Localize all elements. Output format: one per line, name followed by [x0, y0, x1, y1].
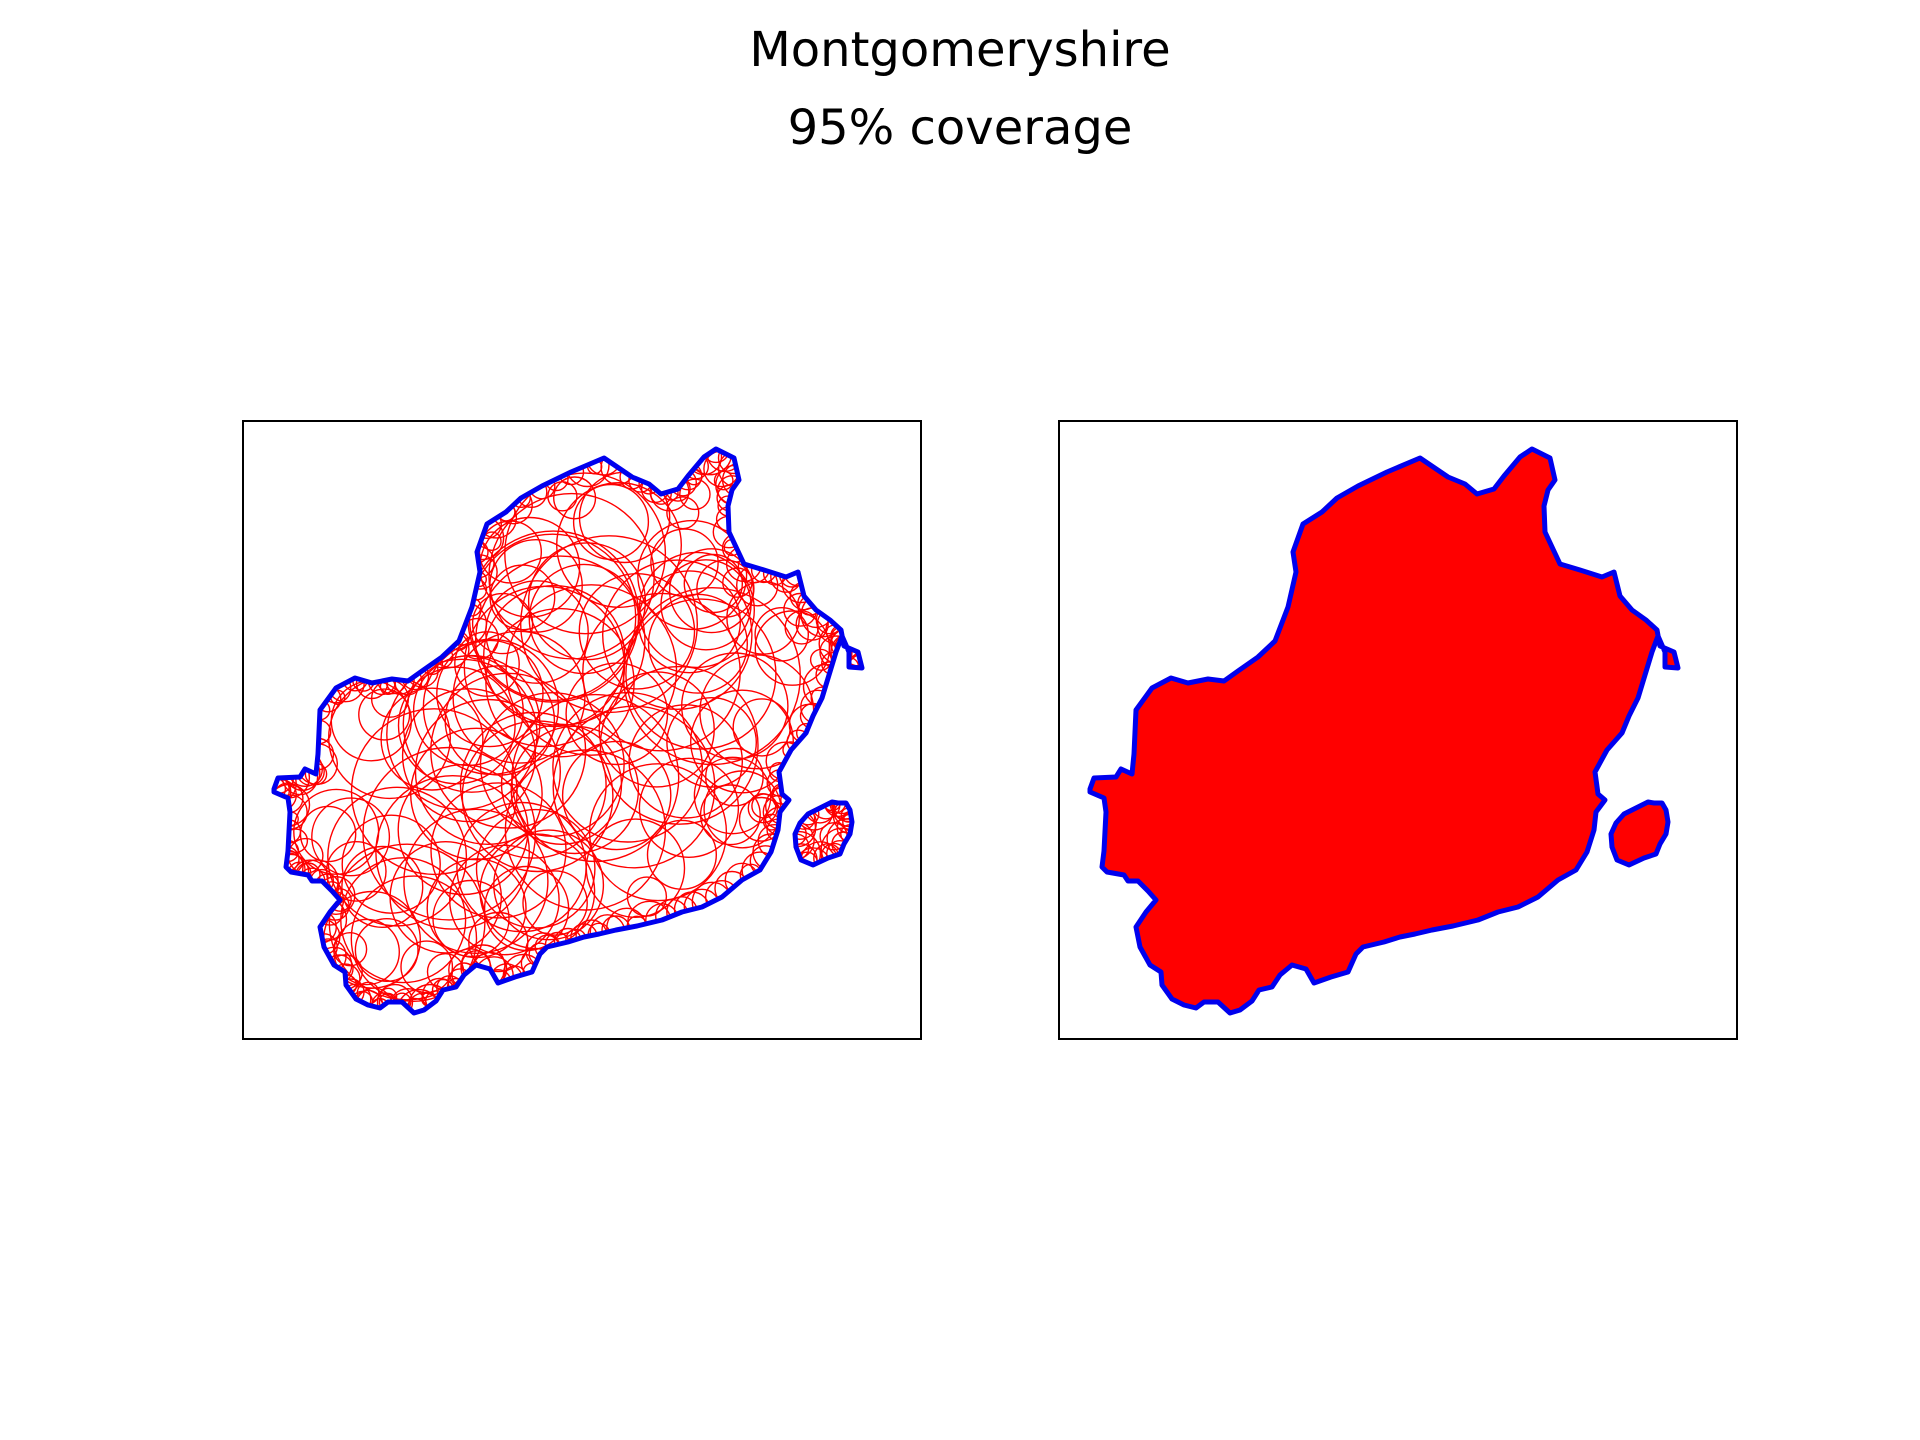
- coverage-circle: [522, 870, 588, 936]
- filled-panel: [1058, 420, 1738, 1040]
- coverage-circle: [561, 740, 672, 851]
- coverage-circle: [311, 797, 391, 877]
- coverage-circle: [376, 983, 414, 1013]
- coverage-circle: [625, 598, 777, 750]
- coverage-circle: [504, 749, 667, 911]
- figure-title: Montgomeryshire: [749, 22, 1171, 78]
- coverage-circle: [401, 688, 537, 823]
- coverage-circle: [461, 720, 614, 873]
- coverage-circle: [732, 698, 791, 757]
- coverage-circle: [386, 658, 538, 811]
- coverage-circle: [489, 538, 583, 633]
- coverage-circle: [628, 704, 744, 819]
- coverage-circle: [422, 638, 560, 775]
- coverage-circle: [578, 573, 696, 690]
- coverage-circle: [553, 476, 597, 520]
- coverage-circle: [754, 606, 810, 662]
- coverage-circle: [414, 698, 562, 846]
- coverage-circle: [398, 997, 430, 1013]
- coverage-circle: [582, 592, 741, 752]
- coverage-circle: [430, 782, 567, 919]
- coverage-circle: [341, 845, 424, 929]
- circles-panel: [242, 420, 922, 1040]
- circles-map: [271, 446, 865, 1016]
- coverage-circle: [452, 630, 586, 764]
- coverage-circle: [650, 528, 719, 597]
- coverage-circle: [690, 689, 795, 794]
- coverage-circle: [646, 819, 718, 890]
- coverage-circle: [350, 875, 478, 1003]
- coverage-circle: [483, 584, 626, 728]
- coverage-circle: [293, 788, 380, 875]
- coverage-circle: [588, 763, 728, 902]
- coverage-circle: [754, 610, 831, 686]
- coverage-circle: [426, 858, 527, 959]
- coverage-circle: [699, 784, 761, 846]
- coverage-circle: [485, 580, 589, 684]
- coverage-circle: [354, 918, 419, 983]
- coverage-circle: [485, 607, 635, 758]
- coverage-circle: [504, 472, 667, 635]
- coverage-circle: [456, 801, 587, 933]
- coverage-circle: [358, 688, 411, 741]
- filled-map: [1087, 446, 1681, 1016]
- coverage-circle: [552, 705, 716, 869]
- coverage-circle: [693, 756, 772, 835]
- coverage-circle: [572, 483, 650, 561]
- coverage-circle: [520, 535, 699, 714]
- coverage-circle: [666, 696, 757, 788]
- coverage-circle: [432, 879, 510, 958]
- coverage-circle: [479, 692, 625, 838]
- coverage-circle: [274, 776, 287, 802]
- coverage-circle: [493, 829, 605, 941]
- coverage-circle: [380, 687, 484, 791]
- coverage-circle: [274, 774, 291, 807]
- coverage-circle: [327, 786, 468, 927]
- coverage-circle: [668, 548, 755, 634]
- coverage-circle: [400, 940, 454, 994]
- coverage-circle: [350, 708, 518, 876]
- coverage-circle: [601, 559, 753, 711]
- coverage-circle: [332, 932, 368, 967]
- coverage-circle: [647, 593, 749, 694]
- coverage-fill: [1090, 449, 1678, 1013]
- coverage-circle: [511, 693, 680, 863]
- coverage-circle: [409, 727, 543, 861]
- coverage-circle: [556, 482, 683, 608]
- county-boundary: [1087, 446, 1681, 1016]
- coverage-circle: [637, 519, 748, 631]
- coverage-circle: [274, 774, 292, 810]
- figure-subtitle: 95% coverage: [787, 100, 1133, 156]
- coverage-circle: [701, 449, 731, 464]
- coverage-circle: [489, 564, 556, 631]
- county-boundary: [271, 446, 865, 1016]
- coverage-circle: [375, 775, 531, 930]
- coverage-circle: [341, 814, 441, 914]
- coverage-circle: [680, 652, 789, 760]
- coverage-circle: [638, 757, 740, 858]
- coverage-circle: [403, 808, 549, 954]
- coverage-circle: [448, 844, 560, 956]
